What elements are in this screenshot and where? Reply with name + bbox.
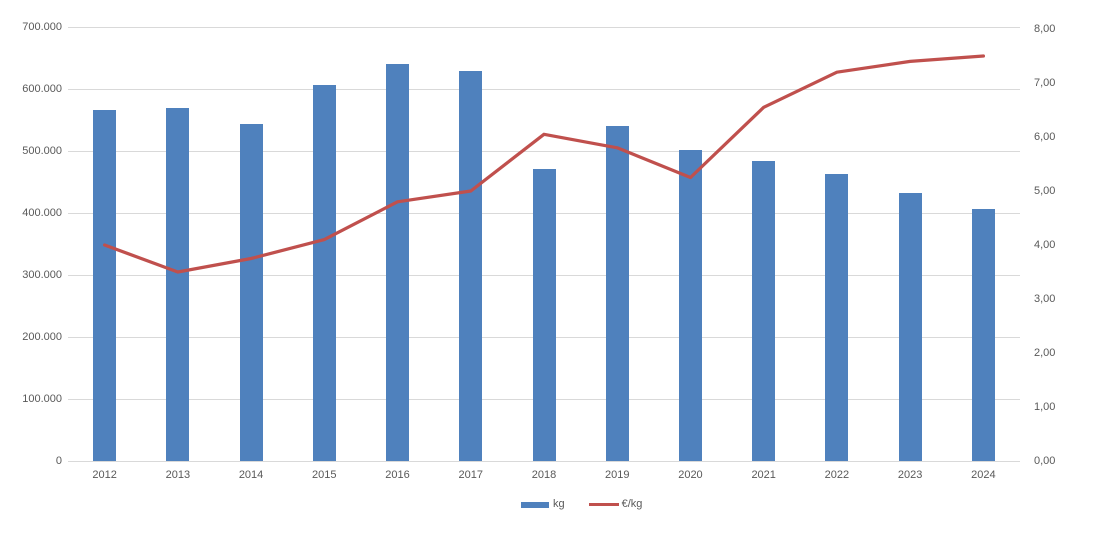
bar-2016 [386,63,410,461]
legend-item-eur-per-kg: €/kg [588,498,643,511]
legend-label-eur-per-kg: €/kg [621,498,643,510]
bar-2018 [532,168,556,461]
gridline [68,89,1020,90]
bar-2021 [752,160,776,461]
gridline [68,151,1020,152]
x-axis-label-2012: 2012 [92,469,117,481]
x-axis-label-2024: 2024 [971,469,996,481]
bar-2012 [93,110,117,461]
legend-label-kg: kg [553,498,565,510]
bar-2023 [898,193,922,461]
bar-2017 [459,71,483,461]
right-axis-tick-label: 3,00 [1034,293,1056,305]
left-axis-tick-label: 100.000 [22,393,62,405]
bar-2024 [971,209,995,461]
x-axis-label-2016: 2016 [385,469,410,481]
right-axis-tick-label: 8,00 [1034,23,1056,35]
bar-2014 [239,124,263,461]
left-axis-tick-label: 200.000 [22,331,62,343]
right-axis-tick-label: 4,00 [1034,239,1056,251]
legend-item-kg: kg [521,498,565,511]
x-axis-label-2023: 2023 [897,469,923,481]
right-axis-tick-label: 5,00 [1034,185,1056,197]
price-line [102,54,986,274]
x-axis-label-2019: 2019 [604,469,630,481]
left-axis-tick-label: 400.000 [22,207,62,219]
x-axis-label-2021: 2021 [751,469,776,481]
left-axis-tick-label: 600.000 [22,83,62,95]
x-axis-label-2020: 2020 [678,469,703,481]
legend: kg €/kg [521,498,642,511]
x-axis-label-2013: 2013 [165,469,191,481]
right-axis-tick-label: 1,00 [1034,401,1056,413]
x-axis-line [68,461,1020,462]
kg-series-swatch [521,501,549,508]
left-axis-tick-label: 500.000 [22,145,62,157]
right-axis-tick-label: 2,00 [1034,347,1056,359]
x-axis-label-2018: 2018 [531,469,557,481]
x-axis-label-2017: 2017 [458,469,483,481]
right-axis-tick-label: 6,00 [1034,131,1056,143]
price-line-series [102,54,986,274]
x-axis-label-2022: 2022 [824,469,850,481]
bar-2015 [312,84,336,461]
left-axis-tick-label: 300.000 [22,269,62,281]
eur-per-kg-series-swatch [588,503,619,506]
x-axis-label-2015: 2015 [312,469,337,481]
bar-2020 [678,149,702,461]
bar-2019 [605,126,629,461]
x-axis-label-2014: 2014 [238,469,264,481]
right-axis-tick-label: 0,00 [1034,455,1056,467]
bar-2022 [825,173,849,461]
gridline [68,27,1020,28]
right-axis-tick-label: 7,00 [1034,77,1056,89]
left-axis-tick-label: 0 [55,455,62,467]
left-axis-tick-label: 700.000 [22,21,62,33]
bar-2013 [166,107,190,461]
